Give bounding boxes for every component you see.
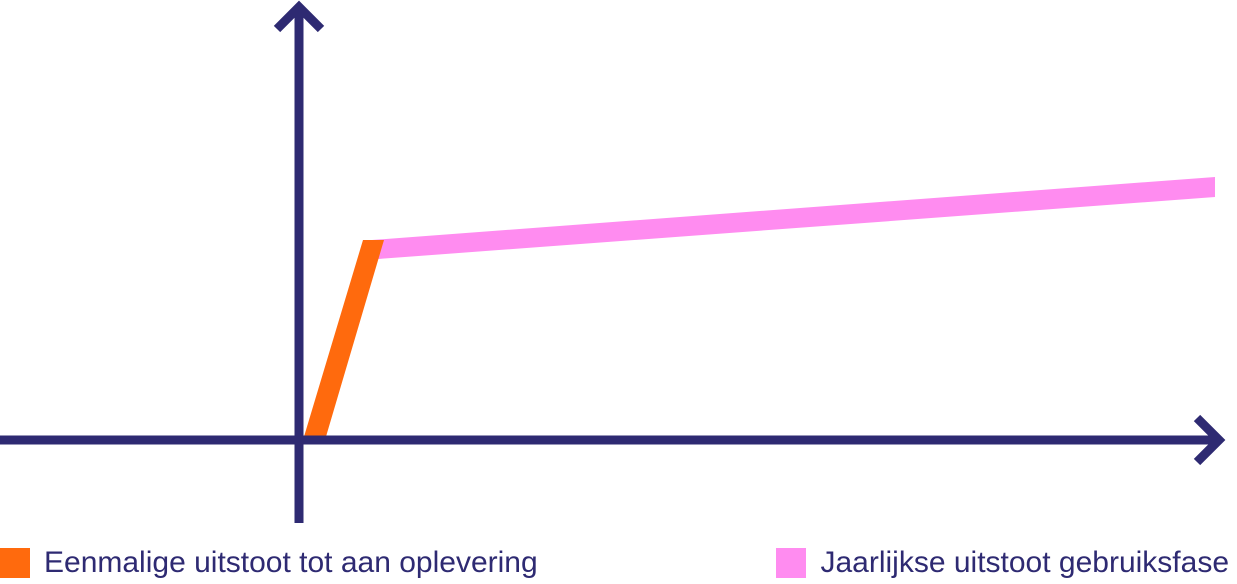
legend-item-operational: Jaarlijkse uitstoot gebruiksfase [776,543,1229,583]
legend-label-embodied: Eenmalige uitstoot tot aan oplevering [44,546,538,579]
operational-emission-band [372,177,1215,259]
legend-item-embodied: Eenmalige uitstoot tot aan oplevering [0,543,538,583]
legend-swatch-embodied [0,548,30,578]
legend-swatch-operational [776,548,807,578]
x-axis-arrowhead [1193,414,1226,466]
embodied-emission-band [303,240,384,440]
y-axis-arrowhead [273,0,325,33]
legend-label-operational: Jaarlijkse uitstoot gebruiksfase [820,546,1229,579]
